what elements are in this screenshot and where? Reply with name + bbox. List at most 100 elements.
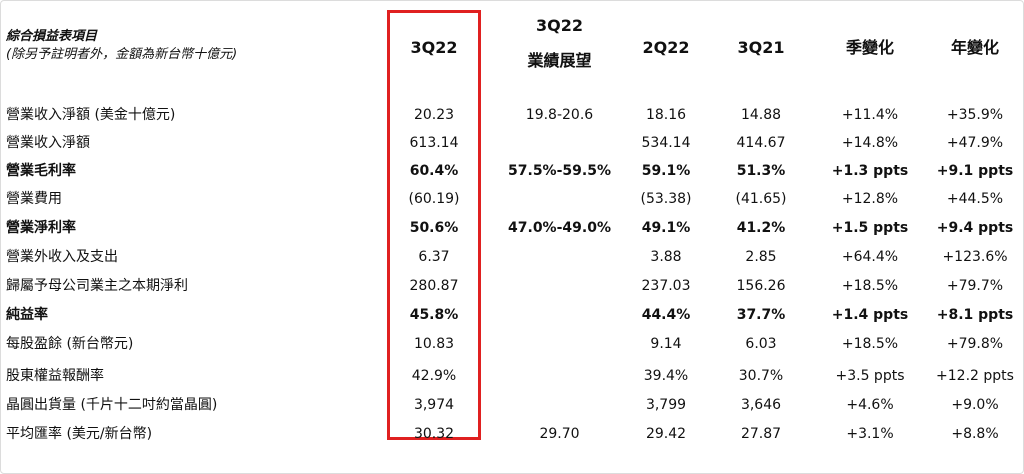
- column-header-3q22: 3Q22: [410, 38, 458, 57]
- cell-yoy: +8.1 ppts: [936, 307, 1014, 323]
- cell-3q21: 27.87: [740, 426, 782, 442]
- cell-qoq: +1.5 ppts: [831, 220, 909, 236]
- cell-2q22: 534.14: [641, 135, 691, 151]
- cell-3q22: 20.23: [413, 107, 455, 123]
- row-label: 純益率: [6, 307, 48, 323]
- cell-yoy: +79.7%: [946, 278, 1004, 294]
- cell-qoq: +18.5%: [841, 336, 899, 352]
- row-label: 營業費用: [6, 191, 62, 207]
- cell-yoy: +44.5%: [946, 191, 1004, 207]
- table-row: 營業收入淨額 613.14 534.14 414.67 +14.8% +47.9…: [0, 129, 1024, 157]
- cell-3q21: 37.7%: [736, 307, 786, 323]
- cell-yoy: +47.9%: [946, 135, 1004, 151]
- table-row: 營業毛利率 60.4% 57.5%-59.5% 59.1% 51.3% +1.3…: [0, 157, 1024, 185]
- cell-3q21: 51.3%: [736, 163, 786, 179]
- cell-3q21: 6.03: [745, 336, 777, 352]
- cell-2q22: 29.42: [645, 426, 687, 442]
- cell-guidance: 57.5%-59.5%: [508, 163, 611, 179]
- row-label: 晶圓出貨量 (千片十二吋約當晶圓): [6, 397, 218, 413]
- cell-guidance: 29.70: [539, 426, 580, 442]
- cell-guidance: [497, 129, 622, 157]
- table-row: 營業收入淨額 (美金十億元) 20.23 19.8-20.6 18.16 14.…: [0, 101, 1024, 129]
- cell-3q22: 60.4%: [409, 163, 459, 179]
- row-label: 營業收入淨額 (美金十億元): [6, 107, 176, 123]
- cell-guidance: [497, 185, 622, 213]
- cell-qoq: +1.3 ppts: [831, 163, 909, 179]
- highlight-box-3q22: [387, 10, 481, 440]
- cell-2q22: 49.1%: [641, 220, 691, 236]
- cell-3q22: 613.14: [409, 135, 459, 151]
- cell-2q22: 18.16: [645, 107, 687, 123]
- cell-yoy: +8.8%: [951, 426, 999, 442]
- cell-yoy: +123.6%: [942, 249, 1008, 265]
- cell-2q22: 237.03: [641, 278, 691, 294]
- cell-qoq: +3.5 ppts: [835, 368, 905, 384]
- cell-3q22: 45.8%: [409, 307, 459, 323]
- cell-qoq: +4.6%: [846, 397, 894, 413]
- cell-guidance: [497, 330, 622, 358]
- row-label: 營業收入淨額: [6, 135, 90, 151]
- column-header-qoq: 季變化: [845, 38, 894, 57]
- row-label: 營業淨利率: [6, 220, 76, 236]
- row-label: 股東權益報酬率: [6, 368, 104, 384]
- table-subtitle: (除另予註明者外，金額為新台幣十億元): [6, 47, 238, 62]
- cell-qoq: +14.8%: [841, 135, 899, 151]
- cell-guidance: 47.0%-49.0%: [508, 220, 611, 236]
- cell-qoq: +12.8%: [841, 191, 899, 207]
- cell-3q21: 30.7%: [738, 368, 784, 384]
- cell-yoy: +12.2 ppts: [936, 368, 1014, 384]
- cell-3q21: (41.65): [735, 191, 787, 207]
- cell-3q21: 2.85: [745, 249, 777, 265]
- cell-3q21: 414.67: [736, 135, 786, 151]
- cell-3q22: 3,974: [413, 397, 455, 413]
- cell-yoy: +79.8%: [946, 336, 1004, 352]
- column-header-2q22: 2Q22: [642, 38, 690, 57]
- cell-3q22: 50.6%: [409, 220, 459, 236]
- column-header-3q22-guidance: 3Q22: [536, 16, 583, 35]
- cell-guidance: [497, 272, 622, 300]
- cell-3q22: (60.19): [408, 191, 460, 207]
- table-row: 每股盈餘 (新台幣元) 10.83 9.14 6.03 +18.5% +79.8…: [0, 330, 1024, 358]
- cell-3q21: 3,646: [740, 397, 782, 413]
- cell-qoq: +64.4%: [841, 249, 899, 265]
- cell-yoy: +9.4 ppts: [936, 220, 1014, 236]
- cell-qoq: +11.4%: [841, 107, 899, 123]
- cell-yoy: +9.0%: [951, 397, 999, 413]
- row-label: 營業毛利率: [6, 163, 76, 179]
- cell-guidance: [497, 243, 622, 271]
- cell-2q22: 44.4%: [641, 307, 691, 323]
- cell-3q21: 156.26: [736, 278, 786, 294]
- cell-guidance: [497, 362, 622, 390]
- cell-3q22: 10.83: [413, 336, 455, 352]
- cell-3q22: 30.32: [413, 426, 455, 442]
- column-header-yoy: 年變化: [950, 38, 999, 57]
- column-header-3q21: 3Q21: [737, 38, 785, 57]
- table-row: 營業外收入及支出 6.37 3.88 2.85 +64.4% +123.6%: [0, 243, 1024, 271]
- cell-2q22: 3,799: [645, 397, 687, 413]
- cell-guidance: [497, 391, 622, 419]
- cell-2q22: 59.1%: [641, 163, 691, 179]
- cell-qoq: +1.4 ppts: [831, 307, 909, 323]
- cell-2q22: 39.4%: [643, 368, 689, 384]
- table-row: 股東權益報酬率 42.9% 39.4% 30.7% +3.5 ppts +12.…: [0, 362, 1024, 390]
- table-row: 歸屬予母公司業主之本期淨利 280.87 237.03 156.26 +18.5…: [0, 272, 1024, 300]
- cell-qoq: +3.1%: [846, 426, 894, 442]
- row-label: 營業外收入及支出: [6, 249, 118, 265]
- cell-guidance: 19.8-20.6: [525, 107, 594, 123]
- table-title: 綜合損益表項目: [6, 29, 98, 44]
- row-label: 歸屬予母公司業主之本期淨利: [6, 278, 188, 294]
- row-label: 平均匯率 (美元/新台幣): [6, 426, 153, 442]
- table-row: 平均匯率 (美元/新台幣) 30.32 29.70 29.42 27.87 +3…: [0, 420, 1024, 448]
- table-row: 營業淨利率 50.6% 47.0%-49.0% 49.1% 41.2% +1.5…: [0, 214, 1024, 242]
- cell-3q22: 6.37: [418, 249, 450, 265]
- cell-2q22: 3.88: [650, 249, 682, 265]
- cell-3q21: 41.2%: [736, 220, 786, 236]
- cell-3q21: 14.88: [740, 107, 782, 123]
- cell-3q22: 42.9%: [411, 368, 457, 384]
- cell-2q22: (53.38): [640, 191, 692, 207]
- cell-qoq: +18.5%: [841, 278, 899, 294]
- column-header-guidance-label: 業績展望: [527, 51, 592, 70]
- cell-yoy: +9.1 ppts: [936, 163, 1014, 179]
- table-row: 純益率 45.8% 44.4% 37.7% +1.4 ppts +8.1 ppt…: [0, 301, 1024, 329]
